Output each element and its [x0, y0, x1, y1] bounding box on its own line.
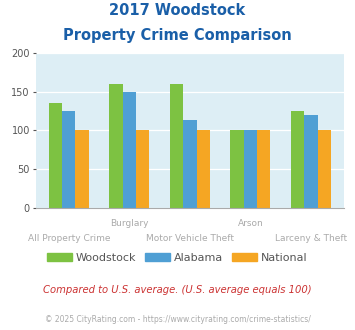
- Text: © 2025 CityRating.com - https://www.cityrating.com/crime-statistics/: © 2025 CityRating.com - https://www.city…: [45, 315, 310, 324]
- Bar: [318, 130, 331, 208]
- Bar: [291, 111, 304, 208]
- Text: Motor Vehicle Theft: Motor Vehicle Theft: [146, 234, 234, 243]
- Legend: Woodstock, Alabama, National: Woodstock, Alabama, National: [43, 248, 312, 267]
- Bar: [183, 120, 197, 208]
- Bar: [49, 103, 62, 208]
- Bar: [244, 130, 257, 208]
- Bar: [123, 92, 136, 208]
- Text: Burglary: Burglary: [110, 219, 149, 228]
- Text: All Property Crime: All Property Crime: [28, 234, 110, 243]
- Bar: [170, 84, 183, 208]
- Text: 2017 Woodstock: 2017 Woodstock: [109, 3, 246, 18]
- Bar: [109, 84, 123, 208]
- Bar: [76, 130, 89, 208]
- Text: Arson: Arson: [237, 219, 263, 228]
- Bar: [197, 130, 210, 208]
- Bar: [230, 130, 244, 208]
- Bar: [136, 130, 149, 208]
- Bar: [257, 130, 271, 208]
- Bar: [304, 115, 318, 208]
- Text: Property Crime Comparison: Property Crime Comparison: [63, 28, 292, 43]
- Text: Compared to U.S. average. (U.S. average equals 100): Compared to U.S. average. (U.S. average …: [43, 285, 312, 295]
- Bar: [62, 111, 76, 208]
- Text: Larceny & Theft: Larceny & Theft: [275, 234, 347, 243]
